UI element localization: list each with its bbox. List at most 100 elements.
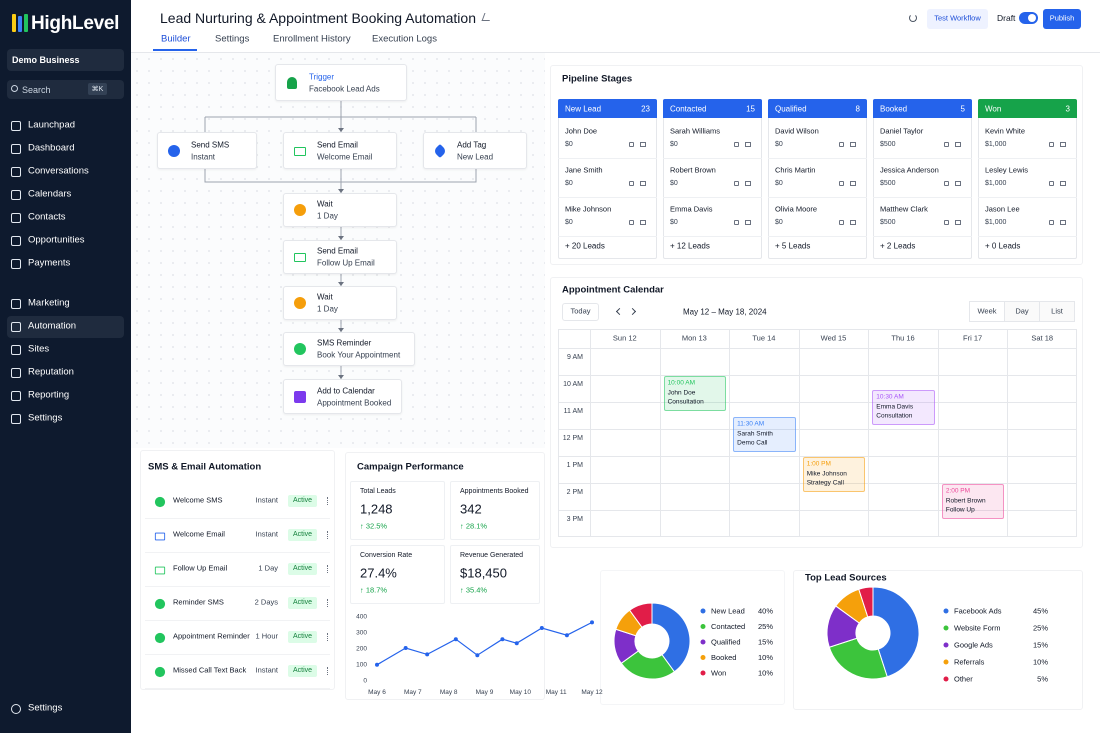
lead-name: Matthew Clark: [880, 204, 928, 214]
lead-value: $0: [565, 218, 573, 226]
stage-name: Contacted: [670, 103, 707, 113]
nav-item[interactable]: Launchpad: [28, 119, 76, 131]
event[interactable]: [733, 416, 796, 452]
trigger-node[interactable]: [275, 64, 407, 101]
calendar-grid: [558, 329, 1077, 537]
publish-button[interactable]: [1043, 9, 1081, 29]
automation-status: Active: [292, 496, 313, 504]
nav-item[interactable]: Automation: [28, 320, 77, 332]
phone-icon: [839, 142, 844, 147]
lead-name: Kevin White: [985, 126, 1026, 136]
more-menu[interactable]: [327, 497, 329, 505]
row-divider: [558, 197, 657, 198]
lead-name: Lesley Lewis: [985, 165, 1028, 175]
logo-mark: [12, 14, 16, 32]
phone-icon: [1049, 142, 1054, 147]
nav-item[interactable]: Payments: [28, 257, 71, 269]
date-range: May 12 – May 18, 2024: [683, 307, 767, 317]
nav-item[interactable]: Settings: [28, 412, 63, 424]
event[interactable]: [872, 389, 935, 425]
row-divider: [978, 158, 1077, 159]
view-label: Week: [977, 306, 997, 316]
mail-icon: [955, 181, 961, 186]
test-button-label: Test Workflow: [934, 13, 981, 23]
nav-item[interactable]: Dashboard: [28, 142, 75, 154]
event[interactable]: [663, 376, 727, 411]
stat-box: [350, 481, 445, 540]
day-divider: [937, 329, 939, 537]
more-menu[interactable]: [327, 633, 329, 641]
icon: [294, 297, 306, 309]
mail-icon: [745, 142, 751, 147]
stage-name: New Lead: [565, 103, 602, 113]
refresh-icon[interactable]: [909, 14, 917, 22]
nav-item[interactable]: Reporting: [28, 389, 70, 401]
nav-item[interactable]: Reputation: [28, 366, 74, 378]
event-title: John Doe: [667, 389, 696, 397]
row-divider: [978, 197, 1077, 198]
lead-value: $0: [775, 140, 783, 148]
tab[interactable]: Execution Logs: [372, 33, 437, 45]
phone-icon: [944, 142, 949, 147]
nav-icon: [11, 414, 21, 424]
nav-item[interactable]: Calendars: [28, 188, 72, 200]
more-menu[interactable]: [327, 565, 329, 573]
nav-footer[interactable]: Settings: [28, 702, 63, 714]
calendar-card: [550, 277, 1083, 548]
row-divider: [663, 236, 762, 237]
event-detail: Follow Up: [945, 506, 975, 514]
nav-item[interactable]: Conversations: [28, 165, 89, 177]
step-node[interactable]: [283, 193, 397, 227]
business-select[interactable]: [7, 49, 124, 71]
search-label: Search: [22, 84, 51, 95]
lead-name: Chris Martin: [775, 165, 816, 175]
phone-icon: [1049, 181, 1054, 186]
lead-value: $500: [880, 218, 896, 226]
nav-item[interactable]: Contacts: [28, 211, 66, 223]
step-node[interactable]: [283, 240, 397, 274]
nav-item[interactable]: Opportunities: [28, 234, 85, 246]
today-button[interactable]: [562, 303, 599, 321]
branch-node-detail: Instant: [191, 151, 216, 161]
tab[interactable]: Enrollment History: [273, 33, 351, 45]
edit-icon: [481, 13, 493, 21]
event[interactable]: [941, 484, 1005, 519]
test-button[interactable]: [927, 9, 988, 29]
row-divider: [145, 620, 330, 621]
day-divider: [868, 329, 870, 537]
more-menu[interactable]: [327, 667, 329, 675]
lead-name: Jason Lee: [985, 204, 1020, 214]
automation-status: Active: [292, 632, 313, 640]
step-node-detail: Appointment Booked: [317, 397, 392, 407]
phone-icon: [1049, 220, 1054, 225]
more-leads: + 20 Leads: [565, 240, 605, 250]
campaign-title: Campaign Performance: [357, 461, 464, 473]
mail-icon: [850, 220, 856, 225]
lead-value: $0: [670, 140, 678, 148]
view-button[interactable]: [1039, 301, 1075, 322]
tab[interactable]: Settings: [215, 33, 250, 45]
event[interactable]: [802, 457, 866, 492]
lead-sources-card: [793, 570, 1083, 710]
nav-icon: [11, 704, 21, 714]
lead-name: Jane Smith: [565, 165, 603, 175]
lead-value: $0: [670, 218, 678, 226]
toggle-label: Draft: [997, 12, 1016, 23]
row-divider: [978, 236, 1077, 237]
tab[interactable]: Builder: [161, 33, 191, 45]
more-menu[interactable]: [327, 599, 329, 607]
nav-item[interactable]: Marketing: [28, 297, 70, 309]
trigger-node-detail: Facebook Lead Ads: [309, 83, 380, 93]
logo: HighLevel: [31, 13, 120, 35]
hour-line: [558, 375, 1077, 376]
more-menu[interactable]: [327, 531, 329, 539]
stat-box: [450, 481, 540, 540]
stat-change: ↑ 32.5%: [360, 521, 388, 531]
event-time: 2:00 PM: [945, 487, 971, 495]
day-divider: [1007, 329, 1009, 537]
nav-item[interactable]: Sites: [28, 343, 50, 355]
sidebar: [0, 0, 131, 733]
branch-node-label: Send Email: [317, 139, 358, 149]
branch-node[interactable]: [283, 132, 397, 169]
row-divider: [768, 197, 867, 198]
